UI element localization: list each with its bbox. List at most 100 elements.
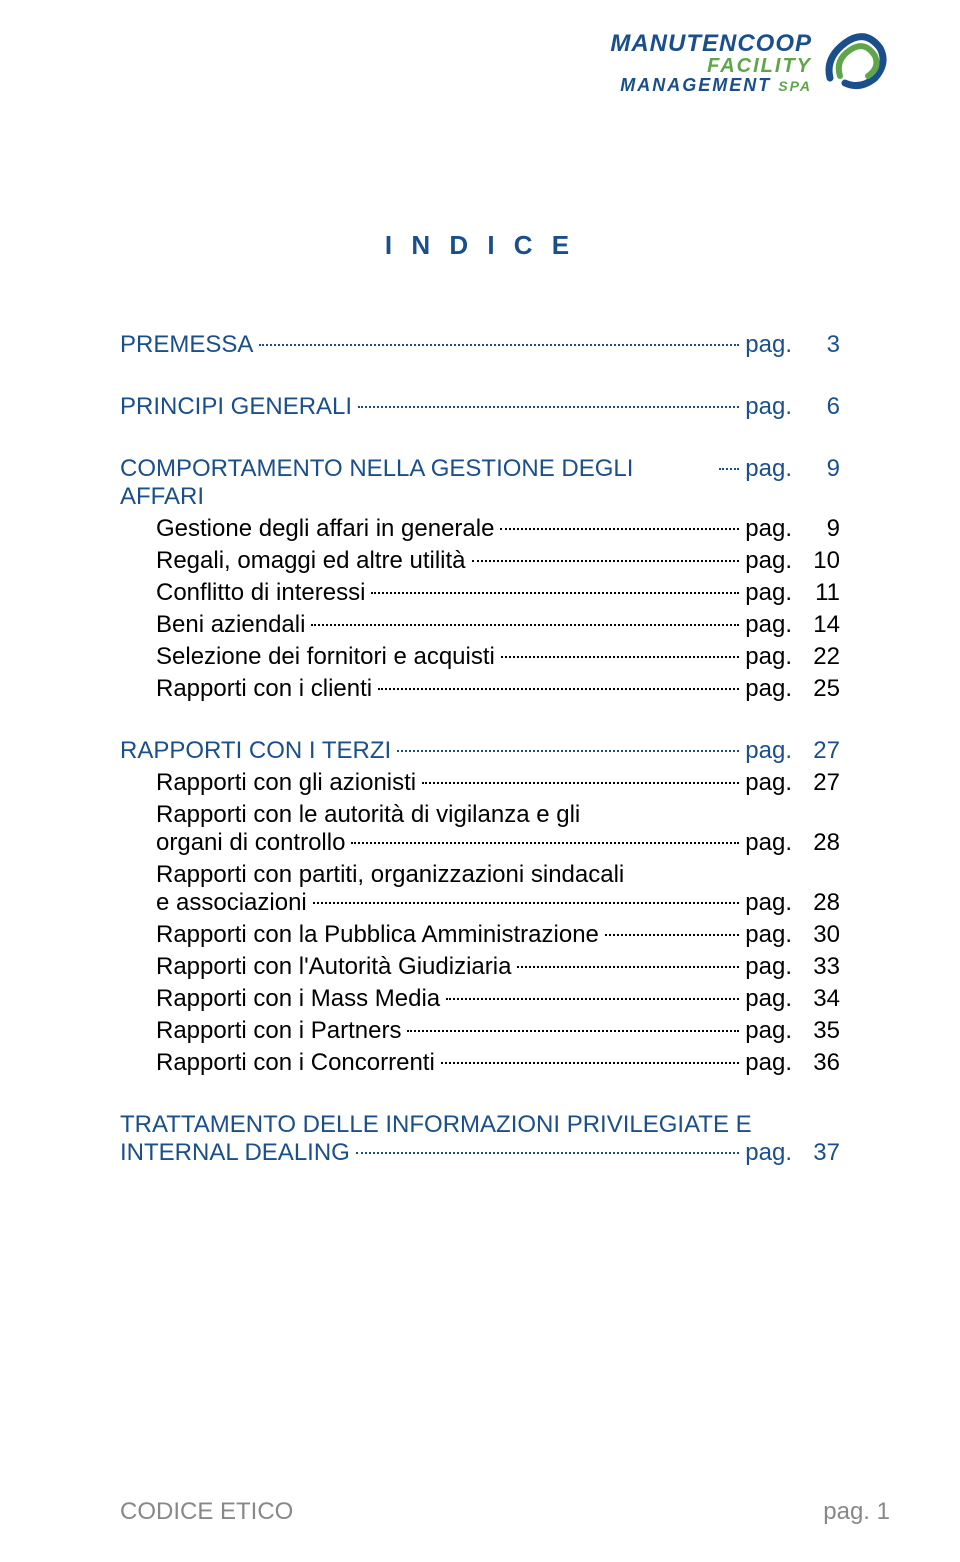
toc-gap	[120, 363, 840, 393]
toc-leader	[371, 592, 739, 594]
toc-page-number: 9	[792, 455, 840, 483]
toc-label: Rapporti con i Concorrenti	[156, 1049, 435, 1077]
toc-page-number: 6	[792, 393, 840, 421]
brand-logo-text: MANUTENCOOP FACILITY MANAGEMENT SPA	[610, 32, 812, 94]
brand-line-1: MANUTENCOOP	[610, 32, 812, 56]
toc-entry[interactable]: Rapporti con la Pubblica Amministrazione…	[120, 921, 840, 949]
toc-pag-label: pag.	[745, 985, 792, 1013]
toc-label-line2-row: e associazioni pag.	[156, 889, 792, 917]
toc-label-line2: organi di controllo	[156, 829, 345, 857]
toc-label-line2-row: INTERNAL DEALING pag.	[120, 1139, 792, 1167]
toc-entry[interactable]: Selezione dei fornitori e acquistipag.22	[120, 643, 840, 671]
toc-page-number: 14	[792, 611, 840, 639]
toc-page-number: 34	[792, 985, 840, 1013]
toc-label: Rapporti con gli azionisti	[156, 769, 416, 797]
toc-leader	[446, 998, 739, 1000]
toc-label: Conflitto di interessi	[156, 579, 365, 607]
toc-label: Rapporti con i Mass Media	[156, 985, 440, 1013]
toc-entry[interactable]: Rapporti con i Concorrenti pag.36	[120, 1049, 840, 1077]
toc-label-line2: INTERNAL DEALING	[120, 1139, 350, 1167]
toc-pag-label: pag.	[745, 1139, 792, 1167]
toc-pag-label: pag.	[745, 675, 792, 703]
toc-pag-label: pag.	[745, 611, 792, 639]
toc-leader	[378, 688, 739, 690]
toc-entry[interactable]: Rapporti con i Mass Media pag.34	[120, 985, 840, 1013]
toc-label: Selezione dei fornitori e acquisti	[156, 643, 495, 671]
toc-leader	[517, 966, 739, 968]
toc-heading[interactable]: TRATTAMENTO DELLE INFORMAZIONI PRIVILEGI…	[120, 1111, 840, 1167]
toc-page-number: 37	[792, 1139, 840, 1167]
toc-leader	[356, 1152, 739, 1154]
toc-entry[interactable]: Regali, omaggi ed altre utilità pag.10	[120, 547, 840, 575]
toc-label: PRINCIPI GENERALI	[120, 393, 352, 421]
toc-pag-label: pag.	[745, 889, 792, 917]
toc-label: Beni aziendali	[156, 611, 305, 639]
toc-leader	[259, 344, 739, 346]
toc-entry[interactable]: Rapporti con i clientipag.25	[120, 675, 840, 703]
toc-entry[interactable]: Rapporti con i Partners pag.35	[120, 1017, 840, 1045]
toc-pag-label: pag.	[745, 953, 792, 981]
toc-page-number: 3	[792, 331, 840, 359]
toc-label: Regali, omaggi ed altre utilità	[156, 547, 466, 575]
toc-entry[interactable]: Beni aziendali pag.14	[120, 611, 840, 639]
toc-label: Rapporti con l'Autorità Giudiziaria	[156, 953, 511, 981]
toc-heading[interactable]: PRINCIPI GENERALI pag.6	[120, 393, 840, 421]
brand-logo: MANUTENCOOP FACILITY MANAGEMENT SPA	[610, 28, 890, 98]
brand-line-3-suffix: SPA	[778, 78, 812, 94]
toc-pag-label: pag.	[745, 769, 792, 797]
toc-multiline: Rapporti con partiti, organizzazioni sin…	[156, 861, 792, 917]
brand-line-3: MANAGEMENT SPA	[610, 76, 812, 94]
toc-gap	[120, 1081, 840, 1111]
toc-page-number: 9	[792, 515, 840, 543]
toc-pag-label: pag.	[745, 455, 792, 483]
page-title: I N D I C E	[120, 230, 840, 261]
toc-label: COMPORTAMENTO NELLA GESTIONE DEGLI AFFAR…	[120, 455, 713, 511]
toc-multiline: TRATTAMENTO DELLE INFORMAZIONI PRIVILEGI…	[120, 1111, 792, 1167]
footer-left: CODICE ETICO	[120, 1498, 293, 1526]
toc-pag-label: pag.	[745, 1017, 792, 1045]
toc-pag-label: pag.	[745, 829, 792, 857]
toc-entry[interactable]: Rapporti con gli azionisti pag.27	[120, 769, 840, 797]
toc-entry[interactable]: Rapporti con partiti, organizzazioni sin…	[120, 861, 840, 917]
toc-page-number: 22	[792, 643, 840, 671]
toc-pag-label: pag.	[745, 547, 792, 575]
toc-label-line2-row: organi di controllo pag.	[156, 829, 792, 857]
toc-multiline: Rapporti con le autorità di vigilanza e …	[156, 801, 792, 857]
page-footer: CODICE ETICO pag. 1	[120, 1498, 890, 1526]
toc-leader	[500, 528, 739, 530]
toc-leader	[313, 902, 740, 904]
toc-label: RAPPORTI CON I TERZI	[120, 737, 391, 765]
toc-page-number: 27	[792, 769, 840, 797]
toc-label-line1: Rapporti con partiti, organizzazioni sin…	[156, 861, 792, 889]
toc-gap	[120, 707, 840, 737]
toc-label-line2: e associazioni	[156, 889, 307, 917]
toc-pag-label: pag.	[745, 737, 792, 765]
toc-leader	[501, 656, 739, 658]
toc-leader	[351, 842, 739, 844]
toc-leader	[472, 560, 740, 562]
toc-pag-label: pag.	[745, 331, 792, 359]
toc-pag-label: pag.	[745, 515, 792, 543]
toc-page-number: 11	[792, 579, 840, 607]
toc-entry[interactable]: Conflitto di interessi pag.11	[120, 579, 840, 607]
toc-leader	[441, 1062, 739, 1064]
toc-page-number: 36	[792, 1049, 840, 1077]
toc-page-number: 10	[792, 547, 840, 575]
toc-pag-label: pag.	[745, 921, 792, 949]
toc-entry[interactable]: Gestione degli affari in generalepag.9	[120, 515, 840, 543]
toc-heading[interactable]: RAPPORTI CON I TERZIpag.27	[120, 737, 840, 765]
toc-pag-label: pag.	[745, 579, 792, 607]
toc-label: Rapporti con i Partners	[156, 1017, 401, 1045]
toc-heading[interactable]: PREMESSApag.3	[120, 331, 840, 359]
brand-line-2: FACILITY	[610, 56, 812, 76]
toc-leader	[605, 934, 739, 936]
toc-label: Rapporti con i clienti	[156, 675, 372, 703]
brand-swirl-icon	[820, 28, 890, 98]
toc-entry[interactable]: Rapporti con l'Autorità Giudiziariapag.3…	[120, 953, 840, 981]
brand-line-3-main: MANAGEMENT	[620, 75, 771, 95]
toc-heading[interactable]: COMPORTAMENTO NELLA GESTIONE DEGLI AFFAR…	[120, 455, 840, 511]
toc-pag-label: pag.	[745, 393, 792, 421]
toc-pag-label: pag.	[745, 1049, 792, 1077]
toc-page-number: 35	[792, 1017, 840, 1045]
toc-entry[interactable]: Rapporti con le autorità di vigilanza e …	[120, 801, 840, 857]
